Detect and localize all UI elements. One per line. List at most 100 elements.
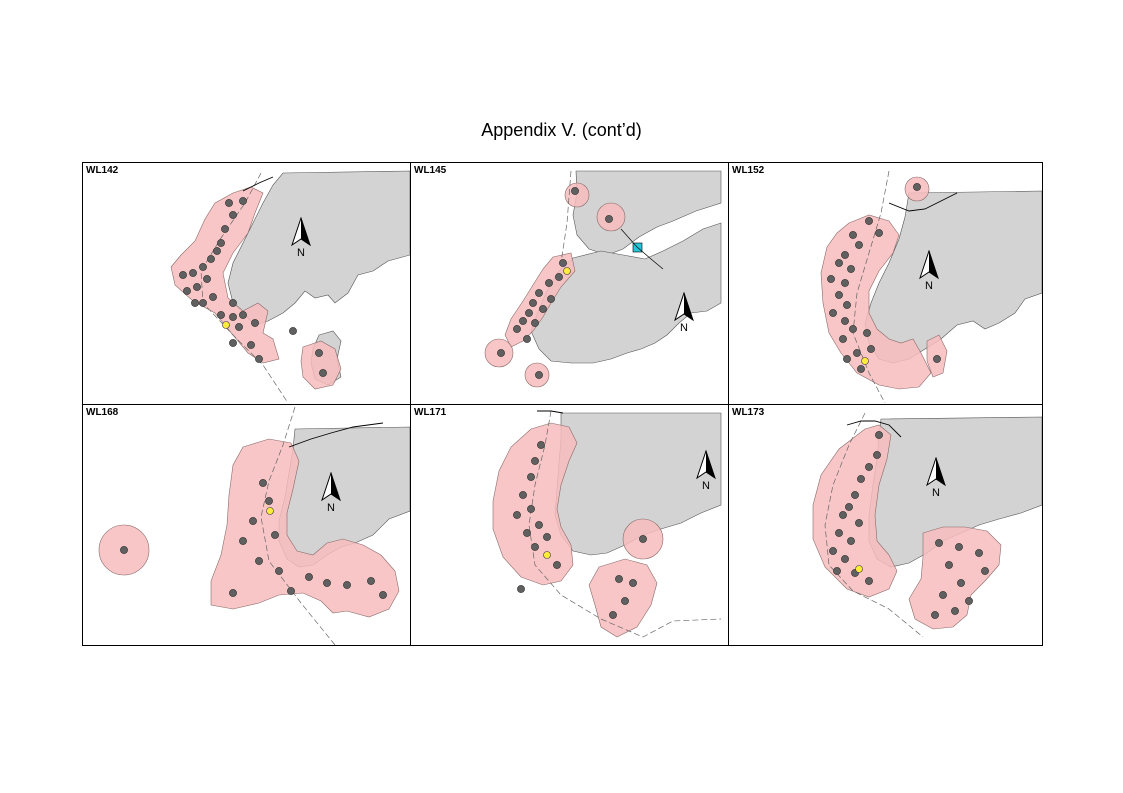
range-polygon [820, 214, 932, 390]
sighting-point [835, 529, 843, 537]
north-arrow: N [691, 449, 721, 496]
sighting-point [319, 369, 327, 377]
sighting-point [965, 597, 973, 605]
sighting-point [865, 577, 873, 585]
river-line [242, 176, 274, 192]
sighting-point [523, 529, 531, 537]
river-line [620, 228, 664, 270]
sighting-point [975, 549, 983, 557]
sighting-point [951, 607, 959, 615]
sighting-point [847, 265, 855, 273]
sighting-point [931, 611, 939, 619]
sighting-point [841, 555, 849, 563]
sighting-point [857, 365, 865, 373]
north-arrow: N [914, 249, 944, 296]
sighting-point [843, 355, 851, 363]
north-label: N [680, 322, 688, 334]
river-line [288, 422, 384, 448]
sighting-point [539, 305, 547, 313]
sighting-point [863, 329, 871, 337]
sighting-point [209, 293, 217, 301]
highlight-point [563, 267, 571, 275]
sighting-point [229, 339, 237, 347]
sighting-point [867, 345, 875, 353]
sighting-point [255, 355, 263, 363]
north-arrow-icon [919, 249, 939, 280]
sighting-point [945, 561, 953, 569]
range-polygon [170, 186, 280, 364]
map-panel-wl168: WL168 N [83, 405, 410, 645]
map-panel-wl173: WL173 N [729, 405, 1042, 645]
sighting-point [855, 241, 863, 249]
sighting-point [847, 537, 855, 545]
sighting-point [543, 533, 551, 541]
sighting-point [843, 301, 851, 309]
north-label: N [327, 502, 335, 514]
sighting-point [845, 503, 853, 511]
sighting-point [271, 531, 279, 539]
north-arrow: N [669, 291, 699, 338]
land-mass [864, 190, 1042, 364]
sighting-point [873, 451, 881, 459]
sighting-point [265, 497, 273, 505]
map-panel-wl171: WL171 N [411, 405, 728, 645]
sighting-point [517, 585, 525, 593]
sighting-point [379, 591, 387, 599]
sighting-point [525, 309, 533, 317]
sighting-point [639, 535, 647, 543]
sighting-point [497, 349, 505, 357]
panel-label: WL142 [86, 165, 119, 176]
sighting-point [835, 291, 843, 299]
sighting-point [207, 255, 215, 263]
sighting-point [853, 349, 861, 357]
sighting-point [213, 247, 221, 255]
sighting-point [217, 239, 225, 247]
sighting-point [255, 557, 263, 565]
range-polygon [210, 438, 400, 618]
sighting-point [531, 319, 539, 327]
sighting-point [571, 187, 579, 195]
sightings-layer [179, 197, 327, 377]
north-arrow: N [286, 216, 316, 263]
panel-label: WL168 [86, 407, 119, 418]
sighting-point [513, 511, 521, 519]
sighting-point [183, 287, 191, 295]
boundary-line [852, 170, 890, 404]
sighting-point [289, 327, 297, 335]
map-panel-wl142: WL142 N [83, 163, 410, 404]
north-label: N [925, 280, 933, 292]
sighting-point [839, 335, 847, 343]
sighting-point [193, 283, 201, 291]
sighting-point [229, 299, 237, 307]
sighting-point [605, 215, 613, 223]
north-arrow-icon [926, 456, 946, 487]
sightings-layer [829, 431, 989, 619]
sighting-point [191, 299, 199, 307]
panel-label: WL152 [732, 165, 765, 176]
map-canvas [492, 410, 722, 638]
sighting-point [235, 323, 243, 331]
sighting-point [957, 579, 965, 587]
sighting-point [849, 231, 857, 239]
sighting-point [555, 273, 563, 281]
sighting-point [527, 473, 535, 481]
sighting-point [315, 349, 323, 357]
sighting-point [527, 505, 535, 513]
panel-label: WL173 [732, 407, 765, 418]
sightings-layer [120, 479, 387, 599]
north-arrow-icon [674, 291, 694, 322]
sighting-point [225, 199, 233, 207]
sighting-point [519, 317, 527, 325]
highlight-point [861, 357, 869, 365]
sighting-point [275, 567, 283, 575]
sighting-point [547, 295, 555, 303]
sighting-point [865, 463, 873, 471]
sighting-point [239, 537, 247, 545]
sighting-point [835, 259, 843, 267]
sighting-point [179, 271, 187, 279]
sighting-point [189, 269, 197, 277]
sighting-point [535, 289, 543, 297]
map-panel-wl145: WL145 N [411, 163, 728, 404]
sighting-point [875, 229, 883, 237]
sighting-point [535, 521, 543, 529]
